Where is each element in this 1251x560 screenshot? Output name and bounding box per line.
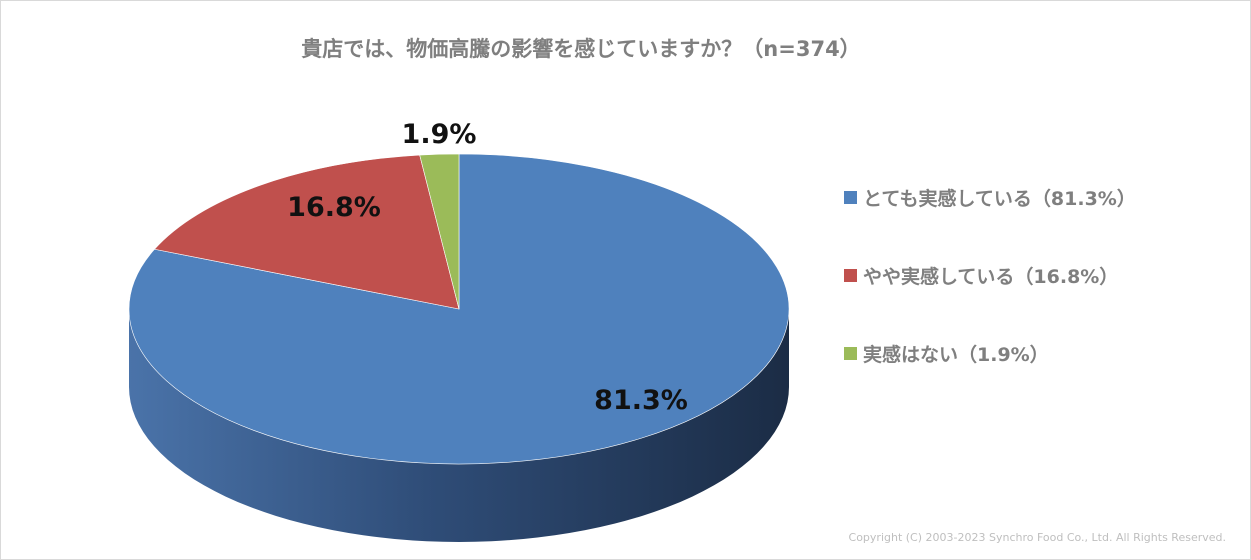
chart-title: 貴店では、物価高騰の影響を感じていますか？（n=374） xyxy=(301,37,861,61)
legend-item-yaya: やや実感している（16.8%） xyxy=(844,262,1118,289)
legend-item-totemo: とても実感している（81.3%） xyxy=(844,184,1136,211)
legend-label-yaya: やや実感している（16.8%） xyxy=(863,266,1119,288)
pie-slice-yaya xyxy=(153,154,460,310)
legend-label-totemo: とても実感している（81.3%） xyxy=(863,188,1136,210)
legend-item-nai: 実感はない（1.9%） xyxy=(844,340,1049,367)
legend-label-nai: 実感はない（1.9%） xyxy=(863,344,1049,366)
legend-swatch-yaya xyxy=(844,269,857,282)
data-label-nai: 1.9% xyxy=(402,119,477,150)
data-label-yaya: 16.8% xyxy=(287,192,381,223)
copyright-text: Copyright (C) 2003-2023 Synchro Food Co.… xyxy=(848,531,1226,544)
legend-swatch-totemo xyxy=(844,191,857,204)
pie-side-totemo xyxy=(129,309,789,542)
legend-swatch-nai xyxy=(844,347,857,360)
pie-top-layer xyxy=(128,153,790,465)
pie-side-layer xyxy=(129,309,789,542)
pie-slice-nai xyxy=(419,153,460,310)
data-label-totemo: 81.3% xyxy=(594,385,688,416)
data-labels: 81.3% 16.8% 1.9% xyxy=(287,119,688,416)
